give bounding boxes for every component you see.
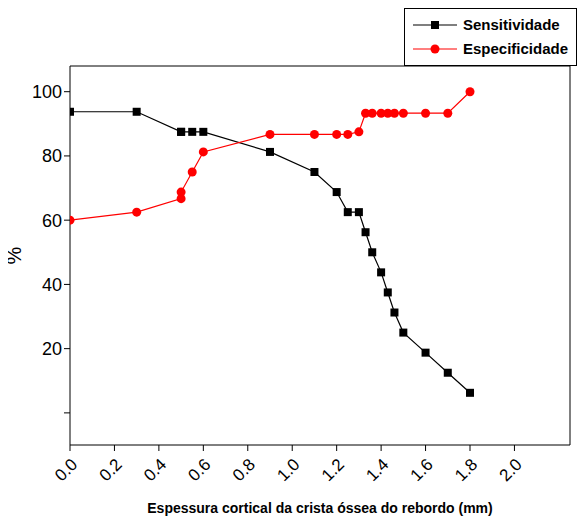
svg-text:1.4: 1.4	[362, 455, 392, 485]
svg-text:1.0: 1.0	[273, 455, 303, 485]
svg-text:1.2: 1.2	[318, 455, 348, 485]
svg-text:40: 40	[42, 275, 62, 295]
svg-text:20: 20	[42, 339, 62, 359]
svg-text:0.4: 0.4	[140, 455, 170, 485]
svg-text:2.0: 2.0	[496, 455, 526, 485]
html-text:Especificidade: Especificidade	[463, 40, 568, 57]
svg-text:1.8: 1.8	[451, 455, 481, 485]
svg-text:%: %	[8, 246, 25, 264]
svg-text:1.6: 1.6	[407, 455, 437, 485]
svg-text:0.6: 0.6	[184, 455, 214, 485]
html-text:Sensitividade: Sensitividade	[463, 16, 560, 33]
svg-text:60: 60	[42, 211, 62, 231]
svg-text:0.0: 0.0	[51, 455, 81, 485]
svg-text:0.2: 0.2	[96, 455, 126, 485]
svg-text:Espessura cortical da crista ó: Espessura cortical da crista óssea do re…	[147, 500, 492, 516]
svg-text:100: 100	[32, 82, 62, 102]
svg-text:80: 80	[42, 146, 62, 166]
svg-text:0.8: 0.8	[229, 455, 259, 485]
